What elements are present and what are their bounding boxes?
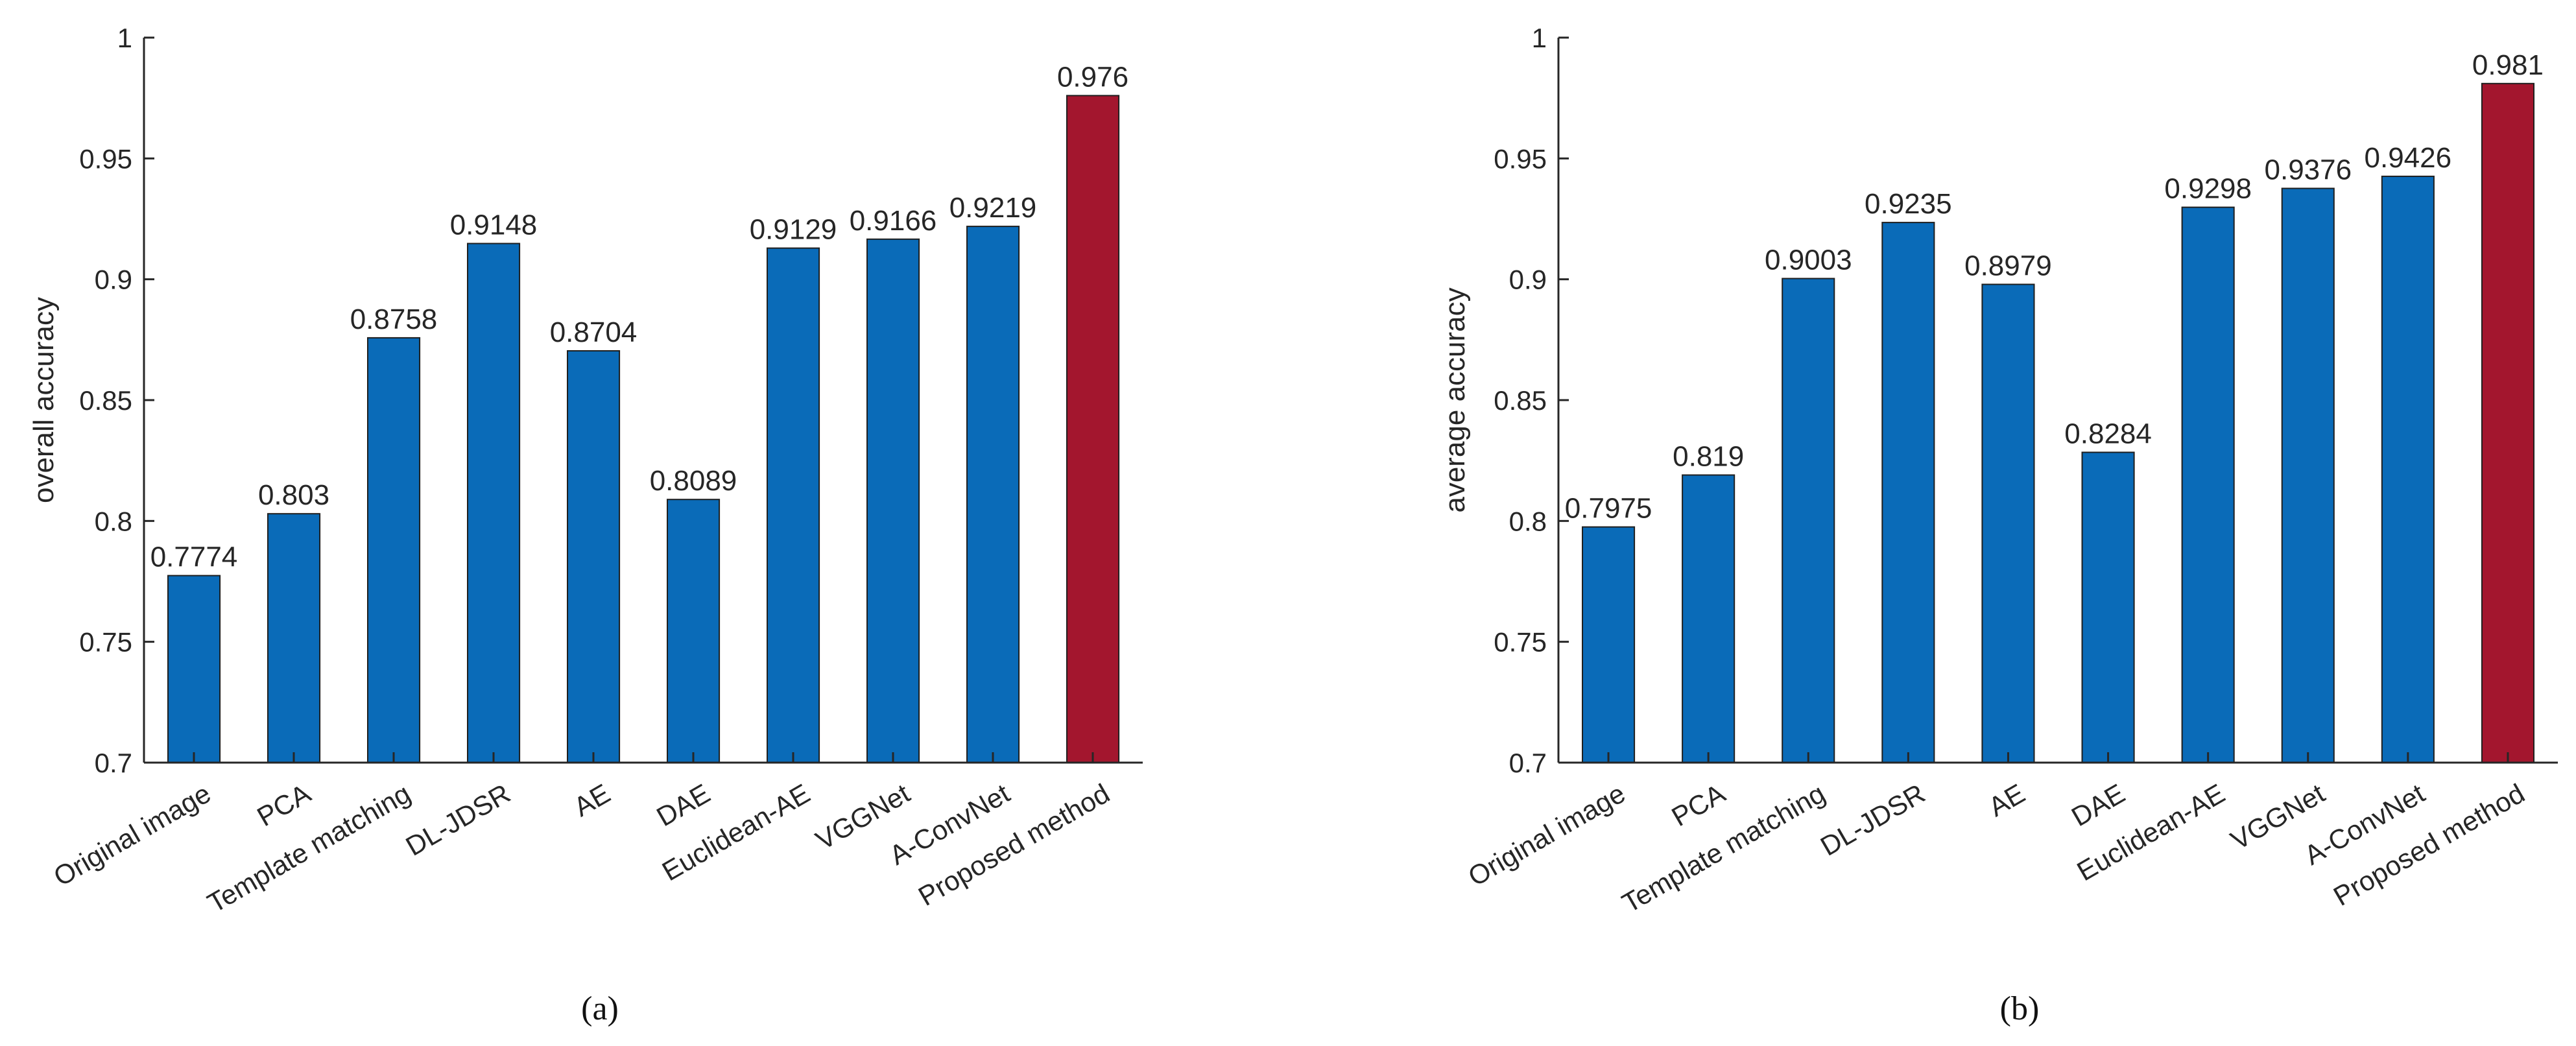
data-label: 0.8979 (1964, 250, 2052, 282)
y-tick-label: 0.7 (1509, 748, 1547, 778)
data-label: 0.9298 (2164, 173, 2252, 205)
data-label: 0.9376 (2265, 154, 2352, 186)
data-label: 0.819 (1673, 441, 1744, 473)
x-tick-label: DAE (651, 778, 715, 832)
data-label: 0.803 (258, 479, 329, 511)
y-tick-label: 0.95 (79, 143, 132, 174)
bar-9 (1066, 95, 1120, 763)
bar-4 (567, 350, 621, 763)
y-tick-label: 0.9 (95, 265, 132, 295)
chart-panel-b: 0.7975 0.819 0.9003 0.9235 0.8979 0.8284 0.929… (1439, 23, 2558, 1027)
data-label: 0.9426 (2365, 142, 2452, 174)
x-tick-label: Original image (49, 778, 216, 892)
bar-5 (667, 499, 721, 763)
x-tick-label: DL-JDSR (401, 778, 516, 861)
x-tick-label: Original image (1463, 778, 1630, 892)
y-tick-label: 0.75 (1494, 627, 1547, 658)
bar-7 (866, 238, 920, 763)
y-tick-label: 0.75 (79, 627, 132, 658)
y-tick-label: 0.95 (1494, 143, 1547, 174)
x-tick-label: PCA (252, 778, 315, 832)
data-label: 0.9129 (750, 214, 837, 246)
data-label: 0.8284 (2064, 418, 2152, 450)
bar-1 (1682, 474, 1735, 763)
bar-6 (2181, 206, 2235, 764)
panel-caption: (b) (2000, 990, 2040, 1027)
y-axis-title: average accuracy (1439, 287, 1471, 512)
bar-6 (767, 247, 820, 764)
panel-caption: (a) (581, 990, 619, 1027)
bar-1 (267, 513, 321, 763)
bar-0 (1582, 526, 1636, 763)
bar-3 (467, 243, 521, 763)
data-label: 0.8704 (550, 316, 638, 348)
x-tick-label: PCA (1667, 778, 1730, 832)
data-label: 0.9003 (1765, 244, 1852, 276)
data-label: 0.981 (2472, 49, 2544, 81)
data-label: 0.8758 (350, 303, 438, 335)
data-label: 0.976 (1057, 61, 1128, 93)
bar-9 (2481, 82, 2534, 763)
x-tick-label: AE (569, 778, 615, 822)
y-axis-title: overall accuracy (28, 297, 60, 503)
data-label: 0.9148 (450, 209, 538, 241)
y-tick-label: 0.8 (1509, 506, 1547, 536)
y-tick-label: 0.85 (79, 385, 132, 416)
bar-4 (1981, 283, 2035, 763)
bar-2 (1782, 278, 1835, 763)
data-label: 0.8089 (650, 465, 737, 497)
x-tick-label: DL-JDSR (1815, 778, 1930, 861)
bar-0 (167, 575, 221, 763)
bar-2 (367, 337, 421, 763)
bar-5 (2081, 451, 2135, 763)
x-tick-label: DAE (2066, 778, 2130, 832)
y-tick-label: 0.9 (1509, 265, 1547, 295)
bar-7 (2281, 187, 2335, 763)
y-tick-label: 1 (1532, 23, 1547, 53)
data-label: 0.7975 (1565, 493, 1652, 525)
y-tick-label: 0.7 (95, 748, 132, 778)
bar-8 (2381, 175, 2435, 763)
data-label: 0.7774 (150, 541, 238, 573)
data-label: 0.9235 (1865, 188, 1952, 220)
x-tick-label: AE (1983, 778, 2030, 822)
y-tick-label: 1 (117, 23, 132, 53)
data-label: 0.9166 (850, 205, 937, 237)
bar-3 (1881, 222, 1935, 764)
data-label: 0.9219 (949, 192, 1037, 224)
y-tick-label: 0.8 (95, 506, 132, 536)
bar-8 (966, 226, 1020, 764)
y-tick-label: 0.85 (1494, 385, 1547, 416)
chart-panel-a: 0.7774 0.803 0.8758 0.9148 0.8704 0.8089 0.912… (28, 23, 1143, 1027)
